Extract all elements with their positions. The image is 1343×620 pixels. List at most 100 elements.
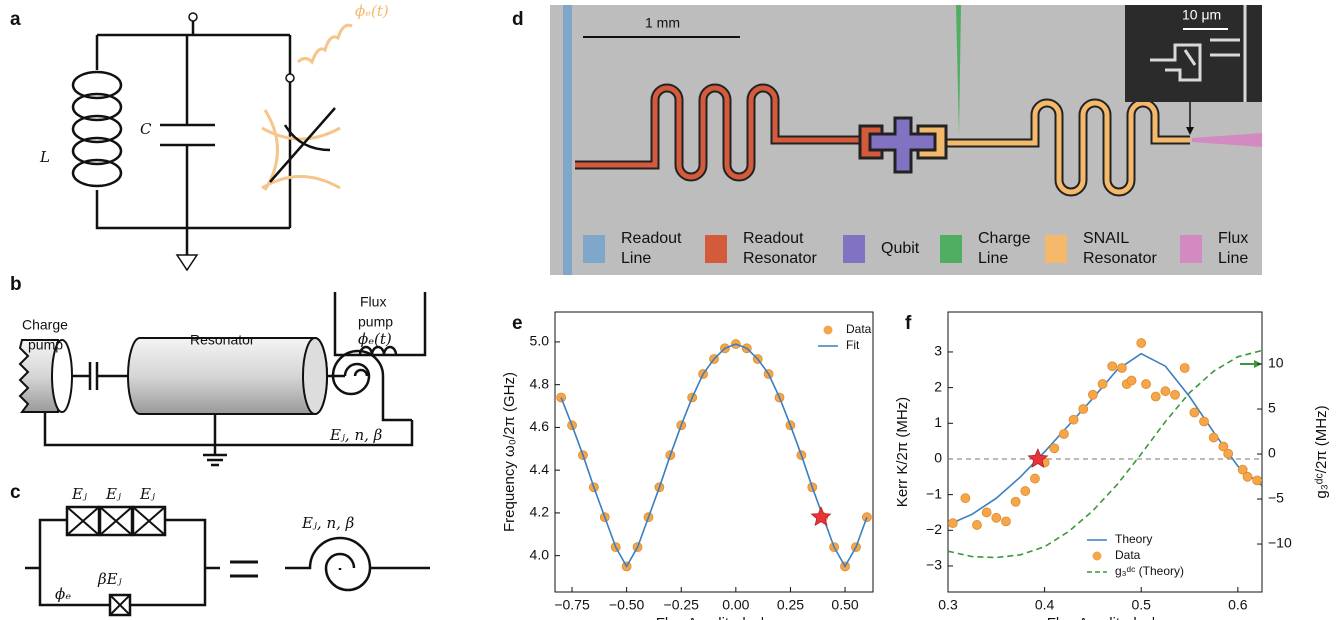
y2-tick-label: 0 — [1268, 445, 1276, 461]
x-tick-label: 0.3 — [938, 597, 958, 613]
snail-params: Eⱼ, n, β — [301, 514, 355, 532]
data-point — [1126, 375, 1137, 386]
data-point — [1179, 363, 1190, 373]
data-point — [1252, 475, 1263, 486]
data-point — [981, 507, 992, 518]
x-tick-label: 0.50 — [831, 597, 858, 613]
panel-label: f — [905, 313, 912, 334]
data-point — [1218, 441, 1229, 452]
y-tick-label: −1 — [926, 485, 942, 501]
legend-label: Readout — [621, 230, 682, 247]
data-point — [947, 518, 958, 529]
legend-label: Fit — [846, 338, 860, 352]
legend-label: Line — [1218, 250, 1248, 267]
y-tick-label: −3 — [926, 557, 942, 573]
charge-pump-label: pump — [28, 337, 63, 353]
y-tick-label: 4.2 — [530, 504, 550, 520]
flux-pump-label: Flux — [360, 294, 386, 310]
legend-label: Data — [1115, 548, 1141, 562]
y2-tick-label: −5 — [1268, 490, 1284, 506]
legend-label: Line — [621, 250, 651, 267]
data-point — [1242, 471, 1253, 482]
data-point — [1160, 386, 1171, 397]
x-tick-label: 0.25 — [777, 597, 804, 613]
data-point — [1020, 486, 1031, 496]
legend-swatch — [583, 235, 605, 263]
y-axis-label: Kerr K/2π (MHz) — [894, 397, 911, 507]
scale-label: 1 mm — [645, 15, 680, 31]
data-point — [1088, 389, 1098, 400]
legend-label: SNAIL — [1083, 230, 1129, 247]
legend-label: Readout — [743, 230, 804, 247]
drive-label: ϕₑ(t) — [355, 2, 389, 20]
circuit-c — [25, 505, 430, 617]
data-point — [972, 520, 982, 530]
circuit-a — [71, 12, 353, 272]
y-tick-label: 3 — [934, 343, 942, 359]
legend-label: Charge — [978, 230, 1031, 247]
data-point — [1199, 416, 1209, 427]
y2-tick-label: 5 — [1268, 400, 1276, 416]
panel-label: e — [512, 313, 523, 334]
x-tick-label: −0.75 — [554, 597, 590, 613]
plot-frame — [554, 311, 874, 593]
legend-label: Line — [978, 250, 1008, 267]
resonator-label: Resonator — [190, 332, 255, 348]
junction-label: Eⱼ — [71, 485, 87, 503]
legend-label: Resonator — [743, 250, 817, 267]
y-tick-label: 0 — [934, 450, 942, 466]
data-point — [1078, 404, 1089, 414]
x-axis-label: Flux Amplitude ϕₑ — [1047, 615, 1164, 620]
data-point — [1237, 464, 1248, 475]
series-line — [560, 343, 868, 569]
y-tick-label: 4.4 — [530, 461, 550, 477]
legend-label: Qubit — [881, 240, 920, 257]
x-tick-label: 0.5 — [1131, 597, 1151, 613]
legend-label: Flux — [1218, 230, 1248, 247]
snail-params: Eⱼ, n, β — [329, 426, 383, 444]
micrograph — [550, 5, 1262, 275]
x-tick-label: −0.50 — [609, 597, 645, 613]
y-tick-label: 4.6 — [530, 418, 550, 434]
legend-label: Data — [846, 322, 872, 336]
panel-label: c — [10, 482, 21, 503]
charge-pump-label: Charge — [22, 317, 68, 333]
small-junction-label: βEⱼ — [97, 570, 122, 588]
highlight-star — [1027, 447, 1049, 468]
flux-label: ϕₑ — [55, 585, 71, 603]
y-tick-label: 4.8 — [530, 375, 550, 391]
highlight-star — [810, 506, 832, 527]
drive-label: ϕₑ(t) — [358, 330, 392, 348]
inductor-label: L — [39, 148, 50, 166]
y2-axis-label: g₃ᵈᶜ/2π (MHz) — [1313, 405, 1330, 498]
x-axis-label: Flux Amplitude ϕₑ — [656, 615, 773, 620]
x-tick-label: 0.4 — [1035, 597, 1055, 613]
data-point — [1136, 338, 1147, 348]
data-point — [1049, 443, 1060, 454]
data-point — [1150, 391, 1161, 402]
data-point — [1170, 389, 1180, 400]
data-point — [960, 493, 971, 504]
x-tick-label: 0.00 — [722, 597, 749, 613]
y-tick-label: 2 — [934, 378, 942, 394]
series-line — [947, 349, 1263, 559]
plot-frame — [947, 311, 1263, 593]
y-tick-label: −2 — [926, 521, 942, 537]
y-tick-label: 4.0 — [530, 546, 550, 562]
data-point — [1068, 414, 1079, 425]
panel-label: a — [10, 9, 21, 30]
panel-label: b — [10, 274, 22, 295]
y2-tick-label: −10 — [1268, 535, 1292, 551]
legend-swatch — [940, 235, 962, 263]
data-point — [1001, 516, 1011, 527]
legend-label: Theory — [1115, 532, 1152, 546]
legend-label: Resonator — [1083, 250, 1157, 267]
data-point — [1189, 407, 1200, 418]
y2-tick-label: 10 — [1268, 355, 1284, 371]
flux-pump-label: pump — [358, 314, 393, 330]
scale-label: 10 μm — [1182, 7, 1221, 23]
legend-marker — [823, 325, 833, 335]
legend-swatch — [1180, 235, 1202, 263]
legend-swatch — [705, 235, 727, 263]
circuit-b — [18, 292, 427, 467]
